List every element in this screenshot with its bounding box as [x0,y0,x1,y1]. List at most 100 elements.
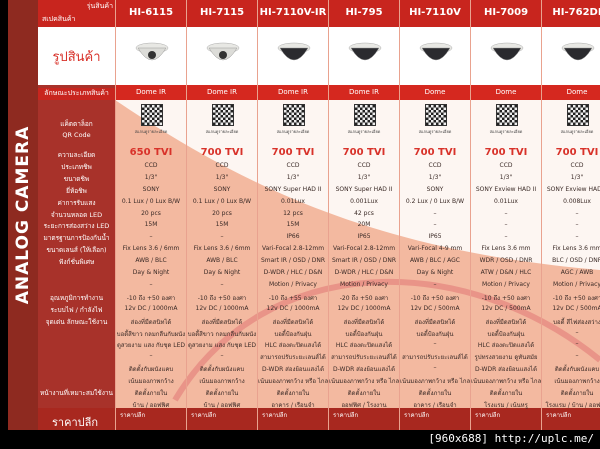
spec-value: ติดตั้งภายใน [205,390,239,397]
spec-label: สเปคสินค้า [42,15,76,23]
spec-value: 1/3" [357,173,371,181]
product-column: HI-7009 Dome สแกนดูรายละเอียด 700 TVI CCD 1… [470,0,541,430]
spec-value: บอดี้สีขาว กลมกลืนกับผนัง [116,330,186,338]
product-type: Dome IR [116,85,186,100]
spec-value: -10 ถึง +50 องศา [481,294,531,302]
row-label: จำนวนหลอด LED [50,210,103,219]
spec-value: 700 TVI [271,147,315,158]
spec-value: AWB / BLC [206,257,238,265]
spec-value: Vari-Focal 4-9 mm [407,245,463,253]
spec-value: Fix Lens 3.6 / 6mm [122,245,180,253]
price-value-label: ราคาปลีก [546,412,572,419]
dome-camera-image [348,38,382,68]
price-value-label: ราคาปลีก [475,412,501,419]
spec-value: โรงแรม / เน้นหรู [484,401,528,409]
spec-value: Fix Lens 3.6 / 6mm [193,245,251,253]
spec-value: 12 pcs [283,209,303,217]
spec-value: – [504,209,508,217]
spec-value: SONY [426,185,444,193]
spec-value: Smart IR / OSD / DNR [260,257,326,265]
row-label: มาตรฐานการป้องกันน้ำ [43,234,110,243]
spec-value: 15M [286,221,300,229]
spec-value: -10 ถึง +50 องศา [197,294,247,302]
header-row: รุ่นสินค้า สเปคสินค้า [38,0,600,27]
spec-value: – [433,209,437,217]
spec-value: Vari-Focal 2.8-12mm [332,245,396,253]
spec-value: Motion / Privacy [269,280,317,288]
spec-value: -20 ถึง +50 องศา [339,294,389,302]
spec-value: 20 pcs [212,209,232,217]
spec-value: D-WDR / HLC / D&N [334,269,394,276]
row-label: ค่าการรับแสง [57,198,96,207]
spec-value: บ้าน / ออฟฟิศ [132,401,170,409]
spec-value: – [575,340,579,348]
spec-value: HLC ส่องตะปิดแสงได้ [264,342,322,350]
qr-code-icon[interactable] [425,104,447,126]
side-strip: ANALOG CAMERA [8,0,38,430]
row-label: แค็ตตาล็อก [60,120,93,129]
qr-code-icon[interactable] [141,104,163,126]
spec-value: 1/3" [215,173,229,181]
spec-value: 1/3" [499,173,513,181]
spec-value: SONY [213,185,231,193]
spec-value: WDR / OSD / DNR [479,257,533,265]
spec-value: Day & Night [416,269,454,276]
qr-caption: สแกนดูรายละเอียด [134,129,168,134]
spec-value: ดูสวยงาม แสง กับชุด LED [187,342,257,350]
spec-value: CCD [286,161,300,169]
spec-value: CCD [499,161,513,169]
product-type: Dome [400,85,470,100]
spec-value: – [149,352,153,360]
product-type: Dome IR [258,85,328,100]
qr-code-icon[interactable] [496,104,518,126]
spec-value: เน้นมองภาพกว้าง หรือ ไกล [329,378,399,386]
spec-value: 0.1 Lux / 0 Lux B/W [121,197,181,205]
spec-value: ติดตั้งกับผนังแคบ [199,366,245,374]
spec-value: อาคาร / เรือนจำ [413,401,457,409]
qr-caption: สแกนดูรายละเอียด [560,129,594,134]
row-label: ขนาดชิพ [63,174,90,183]
image-row-label: รูปสินค้า [38,27,115,85]
spec-value: 12v DC / 1000mA [266,304,320,312]
spec-value: 0.2 Lux / 0 Lux B/W [405,197,465,205]
spec-value: CCD [215,161,229,169]
spec-value: 20M [357,221,371,229]
spec-value: – [433,221,437,229]
spec-value: 1/3" [428,173,442,181]
spec-value: – [575,352,579,360]
model-name: HI-6115 [128,7,174,18]
spec-value: ส่องที่มืดสนิทได้ [272,318,314,326]
qr-caption: สแกนดูรายละเอียด [489,129,523,134]
spec-value: ATW / D&N / HLC [480,269,532,276]
spec-value: 700 TVI [200,147,244,158]
spec-value: 1/3" [144,173,158,181]
qr-code-icon[interactable] [212,104,234,126]
row-label: ระบบไฟ / กำลังไฟ [50,305,103,314]
price-row: ราคาปลีก [38,408,600,430]
price-value-label: ราคาปลีก [191,412,217,419]
row-label: หน้างานที่เหมาะสมใช้งาน [40,389,113,397]
dome-camera-image [135,38,169,68]
spec-value: เน้นมองภาพกว้าง หรือ ไกล [258,378,328,386]
spec-value: D-WDR / HLC / D&N [263,269,323,276]
spec-value: 12v DC / 500mA [552,304,600,312]
spec-value: Motion / Privacy [553,280,600,288]
spec-value: – [220,352,224,360]
qr-caption: สแกนดูรายละเอียด [347,129,381,134]
model-name: HI-762DI [552,7,600,18]
qr-code-icon[interactable] [354,104,376,126]
qr-caption: สแกนดูรายละเอียด [418,129,452,134]
spec-value: AWB / BLC [135,257,167,265]
spec-value: ส่องที่มืดสนิทได้ [343,318,385,326]
spec-value: -10 ถึง +50 องศา [126,294,176,302]
model-name: HI-7110V-IR [259,7,327,18]
spec-value: ส่องที่มืดสนิทได้ [485,318,527,326]
row-label: ขนาดเลนส์ (ให้เลือก) [46,246,107,255]
spec-value: บอดี้ป้องกันฝุ่น [487,330,525,338]
spec-value: บ้าน / ออฟฟิศ [203,401,241,409]
spec-body [115,100,600,408]
row-label: จุดเด่น ลักษณะใช้งาน [45,317,108,326]
qr-code-icon[interactable] [283,104,305,126]
qr-code-icon[interactable] [567,104,589,126]
product-column: HI-7115 Dome IR สแกนดูรายละเอียด 700 TVI C… [186,0,257,430]
